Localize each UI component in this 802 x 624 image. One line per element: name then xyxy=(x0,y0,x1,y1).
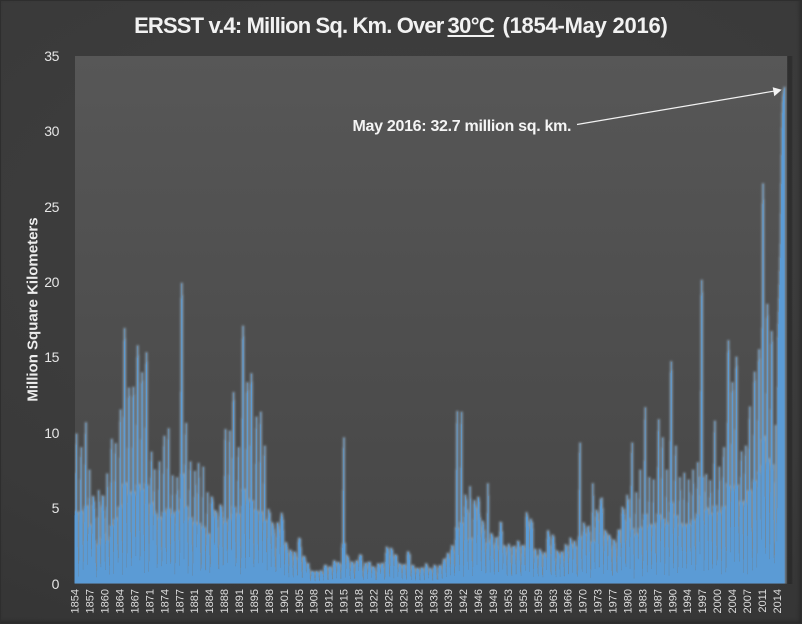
svg-text:1895: 1895 xyxy=(249,589,261,613)
svg-text:1953: 1953 xyxy=(503,589,515,613)
svg-text:2000: 2000 xyxy=(712,589,724,613)
svg-text:1994: 1994 xyxy=(682,589,694,613)
svg-text:1963: 1963 xyxy=(548,589,560,613)
svg-text:1912: 1912 xyxy=(324,589,336,613)
svg-text:1932: 1932 xyxy=(413,589,425,613)
svg-text:1997: 1997 xyxy=(697,589,709,613)
svg-text:1908: 1908 xyxy=(309,589,321,613)
svg-text:1918: 1918 xyxy=(354,589,366,613)
svg-text:1939: 1939 xyxy=(443,589,455,613)
svg-text:1867: 1867 xyxy=(129,589,141,613)
svg-text:1860: 1860 xyxy=(100,589,112,613)
svg-text:1922: 1922 xyxy=(369,589,381,613)
svg-text:1946: 1946 xyxy=(473,589,485,613)
svg-text:1970: 1970 xyxy=(578,589,590,613)
svg-text:1901: 1901 xyxy=(279,589,291,613)
svg-text:1977: 1977 xyxy=(608,589,620,613)
svg-text:1990: 1990 xyxy=(667,589,679,613)
svg-text:1854: 1854 xyxy=(70,589,82,613)
svg-text:1956: 1956 xyxy=(518,589,530,613)
svg-text:1942: 1942 xyxy=(458,589,470,613)
svg-text:1877: 1877 xyxy=(174,589,186,613)
svg-text:1929: 1929 xyxy=(398,589,410,613)
svg-text:1949: 1949 xyxy=(488,589,500,613)
svg-text:1884: 1884 xyxy=(204,589,216,613)
svg-text:1857: 1857 xyxy=(85,589,97,613)
svg-text:2007: 2007 xyxy=(742,589,754,613)
svg-text:1915: 1915 xyxy=(339,589,351,613)
svg-text:1905: 1905 xyxy=(294,589,306,613)
svg-text:1891: 1891 xyxy=(234,589,246,613)
svg-text:1888: 1888 xyxy=(219,589,231,613)
svg-text:1936: 1936 xyxy=(428,589,440,613)
svg-text:1898: 1898 xyxy=(264,589,276,613)
svg-text:1881: 1881 xyxy=(189,589,201,613)
svg-text:1983: 1983 xyxy=(637,589,649,613)
svg-text:1871: 1871 xyxy=(144,589,156,613)
svg-text:1966: 1966 xyxy=(563,589,575,613)
svg-text:2004: 2004 xyxy=(727,589,739,613)
svg-text:1864: 1864 xyxy=(115,589,127,613)
svg-text:2011: 2011 xyxy=(757,589,769,613)
svg-text:2014: 2014 xyxy=(772,589,784,613)
svg-text:1987: 1987 xyxy=(652,589,664,613)
svg-text:1925: 1925 xyxy=(383,589,395,613)
svg-text:1973: 1973 xyxy=(593,589,605,613)
svg-text:1980: 1980 xyxy=(623,589,635,613)
svg-text:1874: 1874 xyxy=(159,589,171,613)
svg-text:1959: 1959 xyxy=(533,589,545,613)
